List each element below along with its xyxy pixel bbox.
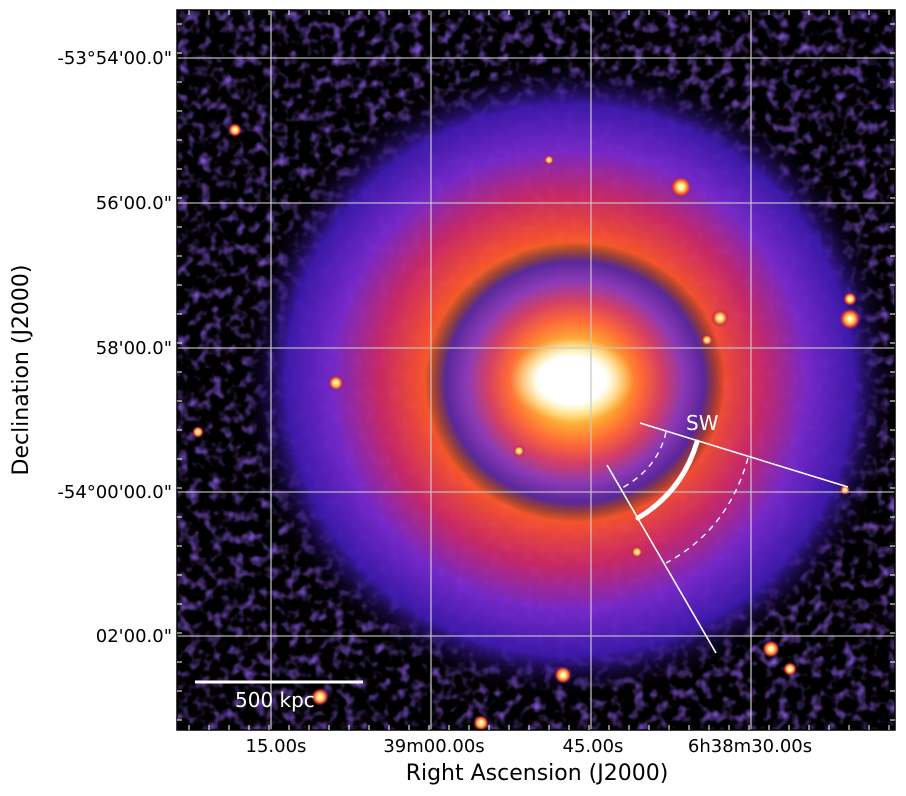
y-tick-label: 58'00.0" [96, 338, 172, 359]
y-axis-title: Declination (J2000) [9, 265, 34, 476]
sector-outer-dashed-arc [665, 457, 749, 564]
x-tick-label: 39m00.00s [383, 736, 484, 757]
x-tick-label: 45.00s [563, 736, 624, 757]
point-sources [192, 123, 861, 730]
y-tick-label: 56'00.0" [96, 193, 172, 214]
sector-front-arc [635, 439, 700, 521]
y-tick-label: 02'00.0" [96, 626, 172, 647]
x-tick-labels: 15.00s 39m00.00s 45.00s 6h38m30.00s [246, 736, 813, 757]
xray-image: SW 500 kpc [177, 10, 895, 730]
sector-inner-dashed-arc [621, 431, 667, 489]
x-tick-label: 15.00s [246, 736, 307, 757]
coordinate-grid [177, 10, 895, 730]
x-axis-title: Right Ascension (J2000) [406, 761, 669, 786]
image-frame [176, 9, 896, 731]
scale-bar-label: 500 kpc [235, 688, 315, 712]
cluster-core [510, 338, 634, 422]
sector-edge-lower [606, 464, 717, 654]
y-tick-label: -53°54'00.0" [57, 48, 172, 69]
y-tick-labels: -53°54'00.0" 56'00.0" 58'00.0" -54°00'00… [57, 48, 172, 647]
sector-label: SW [686, 411, 719, 435]
frame-ticks [177, 10, 895, 730]
x-tick-label: 6h38m30.00s [688, 736, 812, 757]
sector-edge-upper [639, 422, 849, 488]
y-tick-label: -54°00'00.0" [57, 482, 172, 503]
sw-sector-overlay [606, 422, 849, 654]
